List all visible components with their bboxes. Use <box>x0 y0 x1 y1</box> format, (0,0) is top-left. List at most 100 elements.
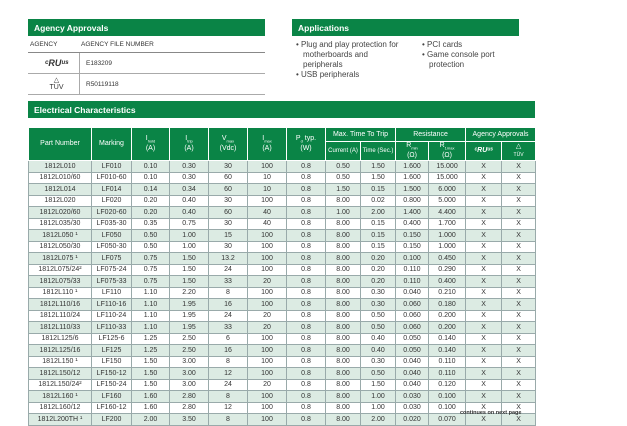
table-cell: 0.060 <box>395 298 430 311</box>
table-cell: X <box>465 252 503 265</box>
header-agency: Agency Approvals <box>465 127 537 142</box>
table-cell: 8.00 <box>325 195 361 207</box>
table-cell: 0.8 <box>286 183 326 196</box>
table-cell: X <box>465 379 503 391</box>
table-cell: 1.25 <box>131 344 170 357</box>
table-cell: 1812L110/16 <box>28 298 92 311</box>
table-cell: 0.10 <box>131 160 170 173</box>
table-cell: 4.400 <box>428 206 467 219</box>
table-cell: LF050-30 <box>91 241 132 253</box>
header-vmax: Vmax (Vdc) <box>208 126 248 162</box>
table-cell: 1812L014 <box>28 183 92 196</box>
table-row: 1812L125/16 LF125 1.25 2.50 16 100 0.8 8.00 0.40… <box>28 344 537 357</box>
table-cell: LF110-33 <box>91 321 132 334</box>
table-cell: 0.40 <box>359 333 397 345</box>
table-cell: 0.50 <box>131 229 170 242</box>
table-cell: 0.210 <box>428 287 467 299</box>
table-cell: 1.95 <box>169 321 209 334</box>
table-cell: 0.15 <box>359 241 397 253</box>
table-cell: 0.800 <box>395 195 430 207</box>
agency-table: AGENCY AGENCY FILE NUMBER ᶜRUᵘˢ E183209 △ T… <box>28 37 265 95</box>
header-current: Current (A) <box>325 140 361 162</box>
table-row: 1812L035/30 LF035-30 0.35 0.75 30 40 0.8 8.00 0.… <box>28 218 537 230</box>
table-cell: 0.180 <box>428 298 467 311</box>
table-cell: 8 <box>208 390 248 403</box>
header-itrip: Itrip (A) <box>169 126 209 162</box>
table-cell: 8.00 <box>325 298 361 311</box>
table-cell: 1.50 <box>169 275 209 288</box>
header-part: Part Number <box>28 126 92 162</box>
table-cell: 24 <box>208 310 248 322</box>
table-row: 1812L050/30 LF050-30 0.50 1.00 30 100 0.8 8.00 0… <box>28 241 537 253</box>
table-cell: X <box>501 172 537 184</box>
table-cell: 0.150 <box>395 229 430 242</box>
table-cell: 8.00 <box>325 310 361 322</box>
table-cell: 15.000 <box>428 160 467 173</box>
table-cell: X <box>501 287 537 299</box>
table-cell: 0.15 <box>359 229 397 242</box>
table-cell: X <box>465 367 503 380</box>
table-cell: 24 <box>208 264 248 276</box>
table-cell: 1.50 <box>131 379 170 391</box>
table-cell: 1.00 <box>169 241 209 253</box>
table-cell: 24 <box>208 379 248 391</box>
table-cell: 2.80 <box>169 390 209 403</box>
table-cell: 0.050 <box>395 333 430 345</box>
table-cell: 0.50 <box>359 310 397 322</box>
ul-mark-icon: ᶜRUᵘˢ <box>28 53 80 73</box>
table-cell: 0.040 <box>395 379 430 391</box>
table-cell: 0.8 <box>286 287 326 299</box>
table-row: 1812L075 ¹ LF075 0.75 1.50 13.2 100 0.8 8.00 0.2… <box>28 252 537 265</box>
table-cell: 3.00 <box>169 379 209 391</box>
table-cell: 0.110 <box>428 367 467 380</box>
table-cell: 0.8 <box>286 172 326 184</box>
table-row: 1812L160 ¹ LF160 1.60 2.80 8 100 0.8 8.00 1.00 0.… <box>28 390 537 403</box>
table-cell: 0.30 <box>359 298 397 311</box>
table-cell: 0.75 <box>131 275 170 288</box>
table-cell: X <box>465 321 503 334</box>
table-cell: 0.34 <box>169 183 209 196</box>
table-cell: 1.000 <box>428 229 467 242</box>
table-cell: 33 <box>208 321 248 334</box>
table-cell: 1.25 <box>131 333 170 345</box>
table-cell: 0.40 <box>359 344 397 357</box>
table-cell: 8.00 <box>325 287 361 299</box>
table-cell: X <box>501 356 537 368</box>
table-cell: X <box>465 172 503 184</box>
table-cell: 1812L150 ¹ <box>28 356 92 368</box>
continues-note: continues on next page <box>460 410 522 416</box>
table-cell: X <box>501 241 537 253</box>
table-cell: 0.8 <box>286 241 326 253</box>
table-cell: 1.400 <box>395 206 430 219</box>
table-cell: 0.290 <box>428 264 467 276</box>
table-cell: 15 <box>208 229 248 242</box>
table-cell: LF020 <box>91 195 132 207</box>
header-marking: Marking <box>91 126 132 162</box>
table-cell: 0.02 <box>359 195 397 207</box>
list-item: USB peripherals <box>296 70 408 80</box>
table-cell: 1.50 <box>325 183 361 196</box>
table-cell: 0.20 <box>359 264 397 276</box>
table-row: 1812L050 ¹ LF050 0.50 1.00 15 100 0.8 8.00 0.15 0… <box>28 229 537 242</box>
applications-list: Plug and play protection for motherboard… <box>296 40 522 80</box>
table-cell: 0.8 <box>286 195 326 207</box>
table-cell: 60 <box>208 172 248 184</box>
table-cell: X <box>501 321 537 334</box>
agency-approvals-title: Agency Approvals <box>28 19 265 36</box>
col-agency: AGENCY <box>30 41 58 48</box>
table-cell: 0.50 <box>131 241 170 253</box>
table-cell: LF010 <box>91 160 132 173</box>
table-cell: 1812L075/33 <box>28 275 92 288</box>
table-cell: 0.8 <box>286 298 326 311</box>
table-cell: 0.8 <box>286 333 326 345</box>
table-cell: 1.500 <box>395 183 430 196</box>
table-cell: X <box>465 390 503 403</box>
table-row: 1812L014 LF014 0.14 0.34 60 10 0.8 1.50 0.15 1.50… <box>28 183 537 196</box>
table-cell: 1812L125/6 <box>28 333 92 345</box>
table-cell: 1.10 <box>131 298 170 311</box>
table-cell: 1.00 <box>359 390 397 403</box>
table-cell: LF110 <box>91 287 132 299</box>
table-cell: X <box>501 344 537 357</box>
table-cell: X <box>465 195 503 207</box>
table-cell: 0.20 <box>131 206 170 219</box>
